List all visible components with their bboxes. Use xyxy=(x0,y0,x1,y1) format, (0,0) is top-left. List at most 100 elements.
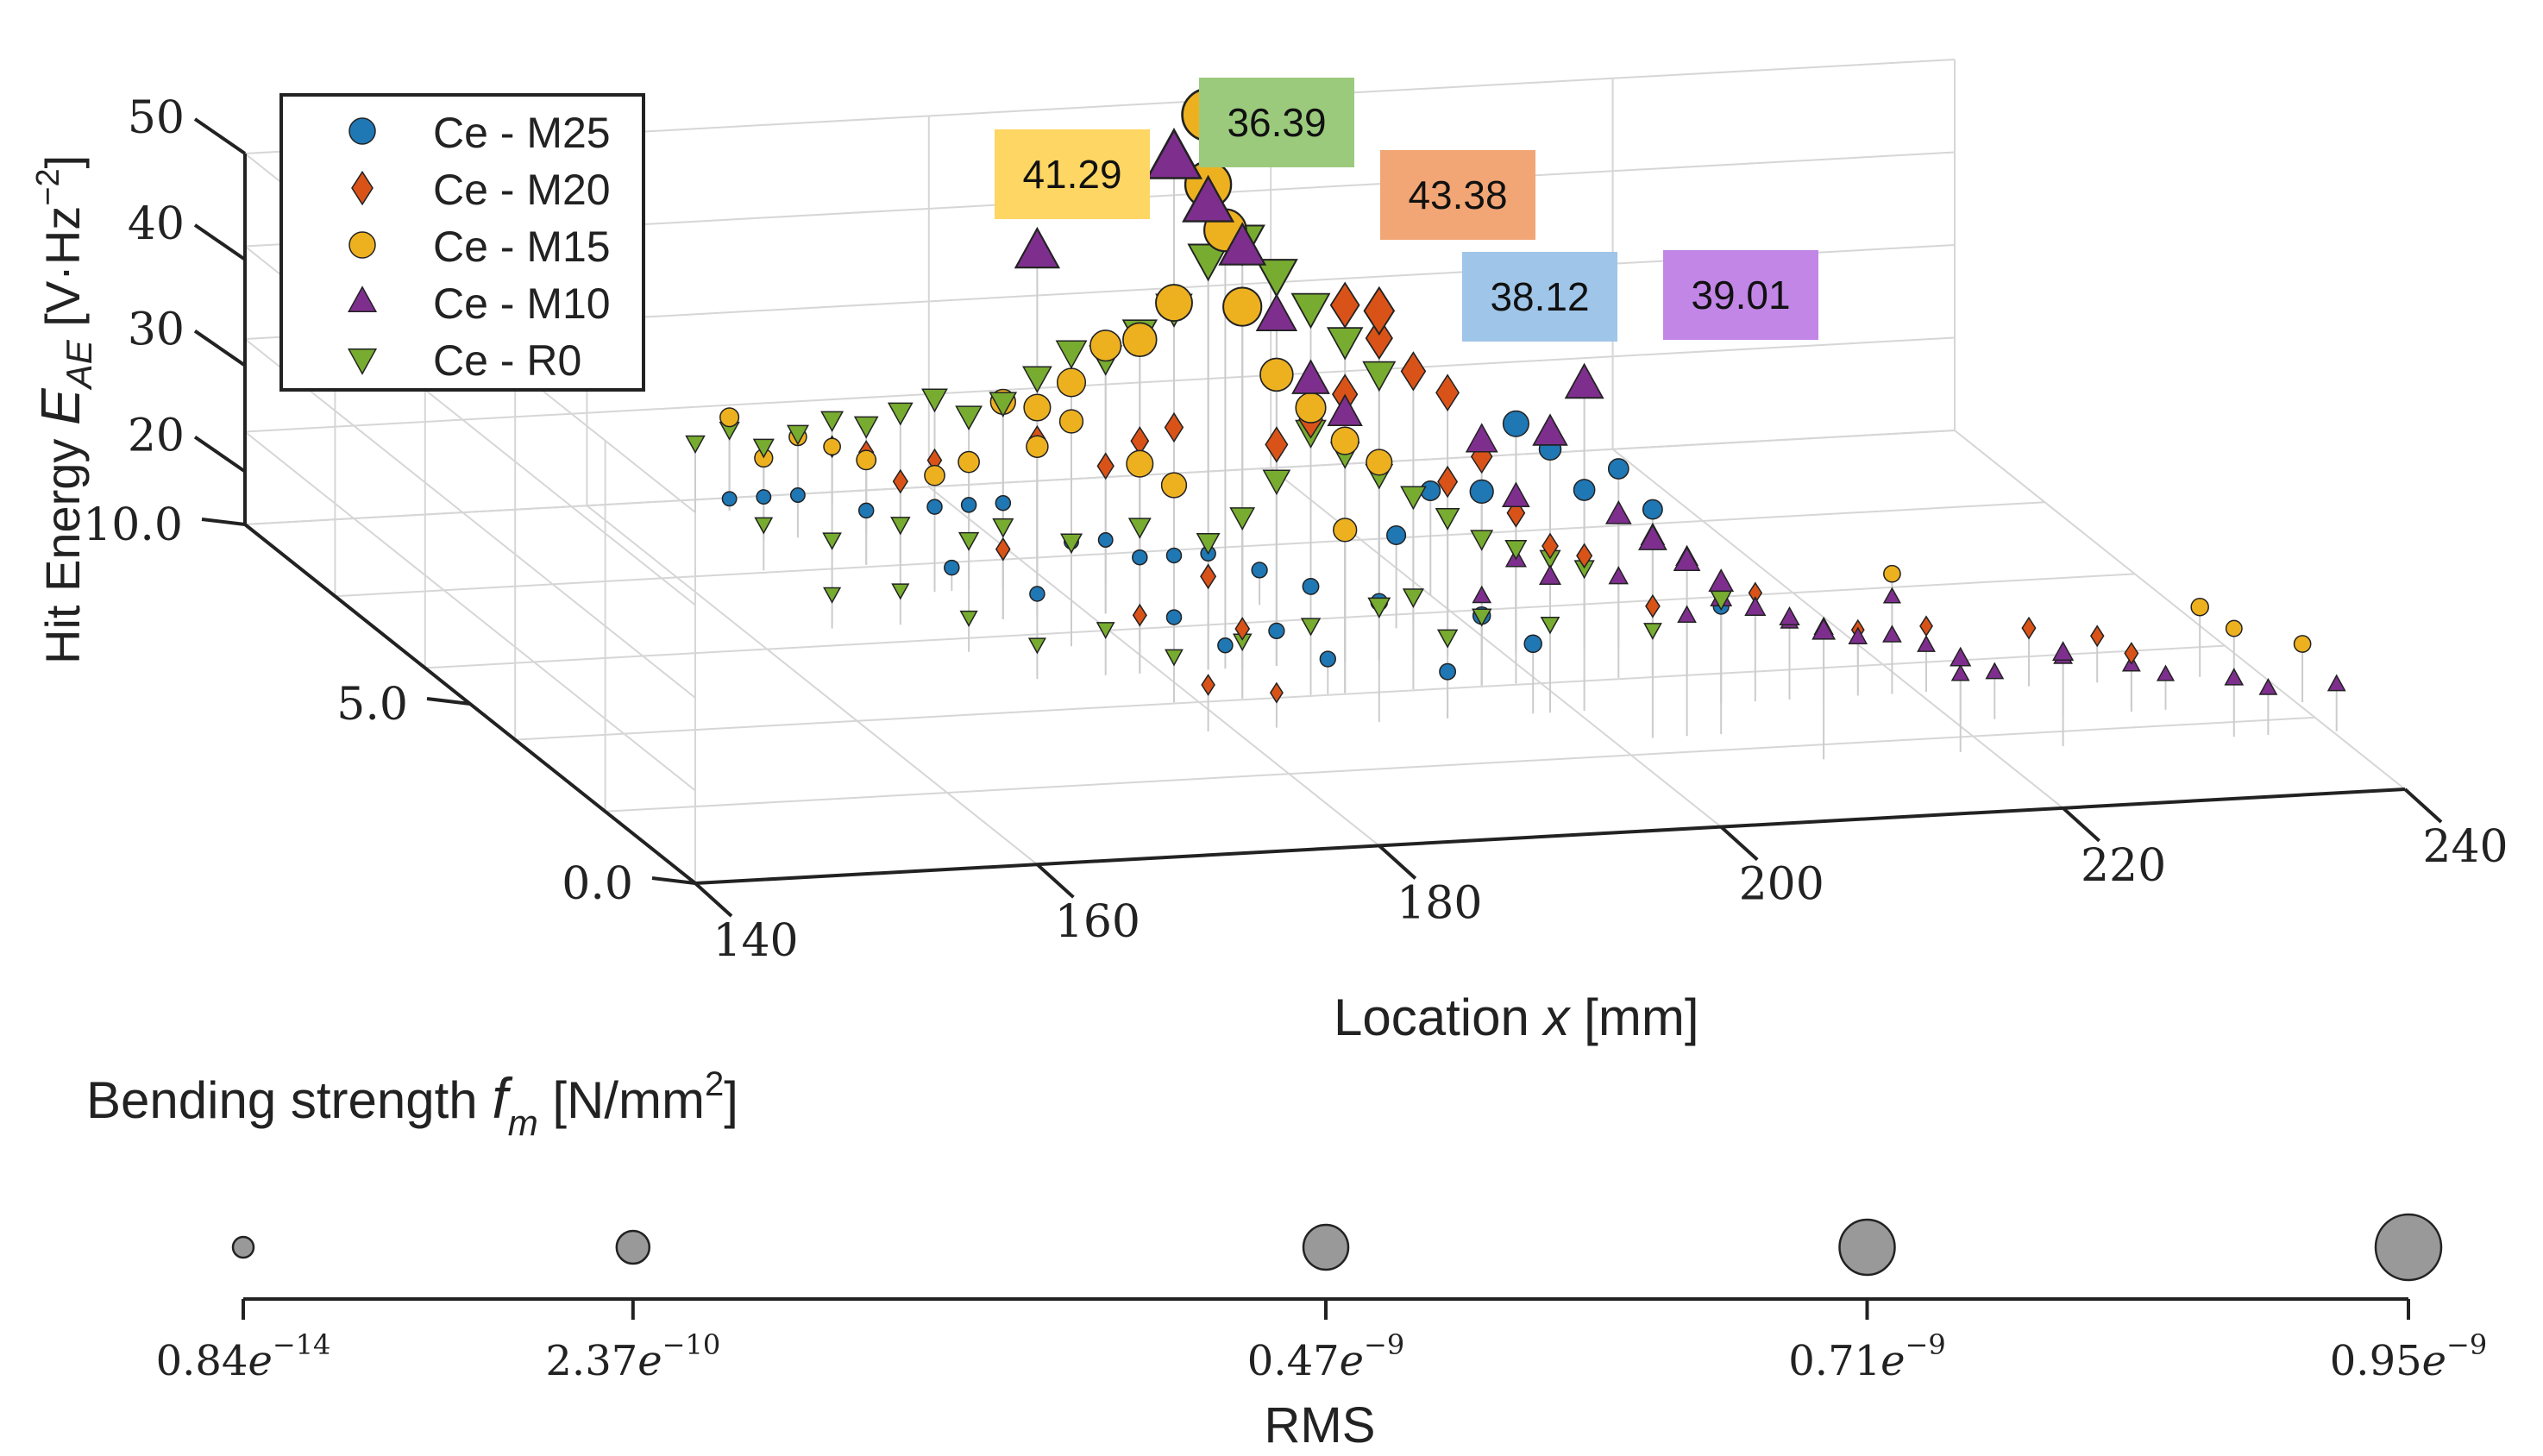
size-tick-label: 0.95e−9 xyxy=(2330,1328,2487,1385)
data-point xyxy=(1917,635,1936,652)
data-point xyxy=(1333,518,1358,543)
data-point xyxy=(1435,373,1460,411)
x-tick-label: 160 xyxy=(1055,896,1140,948)
data-point xyxy=(958,531,980,551)
data-point xyxy=(1576,543,1593,569)
data-point xyxy=(1439,662,1457,681)
legend: Ce - M25 Ce - M20 Ce - M15 Ce - M10 Ce - R0 xyxy=(279,93,645,392)
data-point xyxy=(1708,568,1735,593)
annotation-box xyxy=(1663,250,1818,340)
grid-line xyxy=(424,573,2135,669)
legend-label: Ce - M25 xyxy=(433,109,611,157)
data-point xyxy=(1055,340,1088,369)
x-tick-label: 180 xyxy=(1397,877,1482,929)
annotation-label: 43.38 xyxy=(1408,173,1507,217)
vertical-tick-label: 30 xyxy=(128,304,185,356)
data-point xyxy=(1234,617,1251,641)
data-point xyxy=(1196,533,1221,555)
data-point xyxy=(1160,472,1188,499)
x-tick-label: 200 xyxy=(1739,859,1824,911)
data-point xyxy=(823,587,842,604)
data-point xyxy=(960,497,977,513)
data-point xyxy=(1502,410,1529,437)
data-point xyxy=(756,489,772,505)
vertical-tick-label: 50 xyxy=(128,92,185,144)
data-point xyxy=(1302,577,1320,595)
data-point xyxy=(1265,426,1289,463)
vertical-tick-mark xyxy=(193,117,247,155)
data-point xyxy=(1607,458,1629,480)
annotation-label: 39.01 xyxy=(1691,273,1790,317)
data-point xyxy=(1056,367,1087,398)
data-point xyxy=(1435,507,1460,530)
data-point xyxy=(2021,616,2037,640)
data-point xyxy=(1132,549,1148,566)
data-point xyxy=(989,392,1018,417)
data-point xyxy=(1122,322,1158,358)
data-point xyxy=(1437,465,1459,499)
vertical-tick-mark xyxy=(193,223,247,261)
data-point xyxy=(2124,642,2139,665)
data-point xyxy=(1367,597,1391,618)
vertical-tick-mark xyxy=(193,329,247,367)
data-point xyxy=(2293,635,2312,653)
depth-tick-label: 5.0 xyxy=(336,679,408,731)
depth-tick-mark xyxy=(651,876,696,885)
data-point xyxy=(1096,452,1115,480)
data-point xyxy=(924,464,945,486)
data-point xyxy=(1883,564,1901,583)
grid-line xyxy=(335,501,2045,598)
data-point xyxy=(1638,524,1667,550)
size-marker xyxy=(1838,1218,1896,1277)
data-point xyxy=(1201,674,1215,696)
grid-line xyxy=(244,430,1956,525)
grid-line xyxy=(244,430,696,792)
size-legend: 0.84e−14 2.37e−10 0.47e−9 0.71e−9 0.95e−9 RMS xyxy=(156,1213,2487,1453)
data-point xyxy=(1165,649,1184,667)
size-title: Bending strength fm [N/mm2] xyxy=(86,1065,738,1143)
data-point xyxy=(2224,668,2245,686)
data-point xyxy=(955,405,983,431)
data-point xyxy=(856,449,877,471)
data-point xyxy=(1541,532,1559,560)
data-point xyxy=(685,435,706,455)
data-point xyxy=(1573,479,1596,501)
data-point xyxy=(1564,362,1604,399)
data-point xyxy=(1014,226,1061,269)
data-point xyxy=(1319,650,1336,668)
data-point xyxy=(992,518,1014,538)
data-point xyxy=(1400,486,1427,511)
data-point xyxy=(2190,597,2209,617)
legend-marker xyxy=(348,231,376,259)
data-point xyxy=(820,411,845,433)
data-point xyxy=(1187,243,1229,282)
data-point xyxy=(1229,507,1256,531)
data-point xyxy=(1165,609,1183,625)
data-point xyxy=(1329,281,1360,329)
x-tick-mark xyxy=(1378,844,1417,880)
data-point xyxy=(1470,530,1494,551)
tick-labels-layer: 140 160 180 200 220 240 0.0 5.0 10.0 20 30 40 50 xyxy=(83,92,2508,967)
vertical-tick-mark xyxy=(193,435,247,474)
data-point xyxy=(1744,596,1767,616)
data-point xyxy=(1919,615,1933,637)
data-point xyxy=(2258,677,2278,695)
data-point xyxy=(1465,423,1498,453)
legend-marker xyxy=(348,348,378,375)
data-point xyxy=(754,517,774,535)
data-point xyxy=(1164,411,1184,443)
data-point xyxy=(1023,393,1052,422)
data-point xyxy=(1950,646,1972,667)
data-point xyxy=(1200,563,1217,590)
data-point xyxy=(1402,588,1424,608)
x-tick-label: 140 xyxy=(713,915,798,967)
data-point xyxy=(1400,351,1427,392)
data-point xyxy=(1469,479,1494,505)
x-tick-mark xyxy=(2062,806,2100,843)
size-tick-label: 0.84e−14 xyxy=(156,1328,331,1385)
data-point xyxy=(890,517,911,536)
data-point xyxy=(995,537,1011,562)
data-point xyxy=(2090,624,2105,648)
data-point xyxy=(1502,481,1530,508)
data-point xyxy=(1811,618,1837,640)
